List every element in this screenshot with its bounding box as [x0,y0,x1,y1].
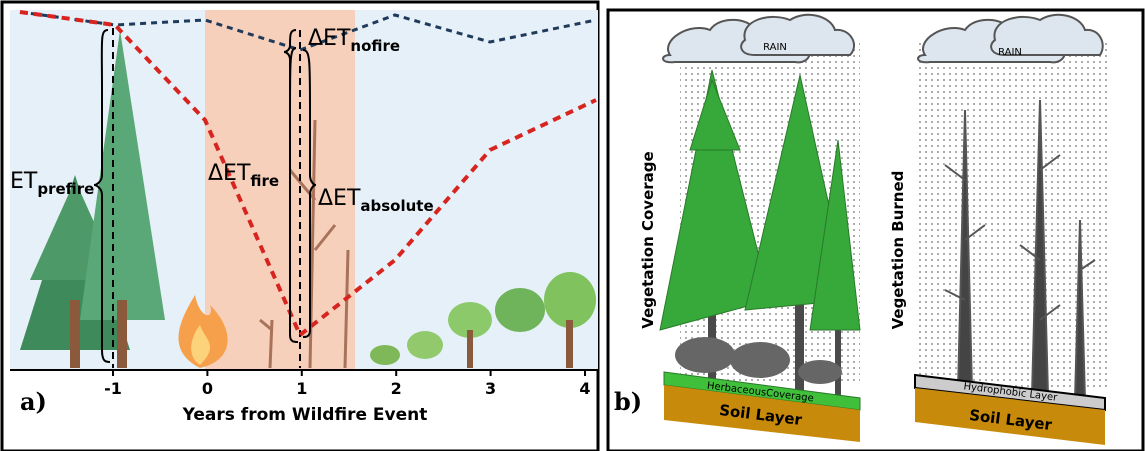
figure: ETprefire ΔETnofire ΔETfire ΔETabsolute … [0,0,1145,451]
panel-label: a) [20,387,47,416]
x-tick-label: 4 [579,379,590,398]
panel-a: ETprefire ΔETnofire ΔETfire ΔETabsolute … [2,2,598,451]
x-tick-label: -1 [104,379,122,398]
page: {"panel_a": {"label": "a)", "x_axis_titl… [0,0,1145,451]
cloud-label: RAIN [763,42,787,53]
x-tick-label: 2 [391,379,402,398]
x-tick-label: 0 [202,379,213,398]
x-tick-label: 1 [296,379,307,398]
scene: RAIN Hydrophobic Layer Soil Layer Vegeta… [889,15,1107,445]
side-label: Vegetation Burned [889,171,907,330]
x-axis-title: Years from Wildfire Event [182,405,428,425]
panel-b: RAIN HerbaceousCoverage Soil Layer Veget… [608,10,1143,451]
x-tick-label: 3 [485,379,496,398]
panel-label: b) [614,387,642,416]
cloud-label: RAIN [998,47,1022,58]
side-label: Vegetation Coverage [639,151,657,328]
